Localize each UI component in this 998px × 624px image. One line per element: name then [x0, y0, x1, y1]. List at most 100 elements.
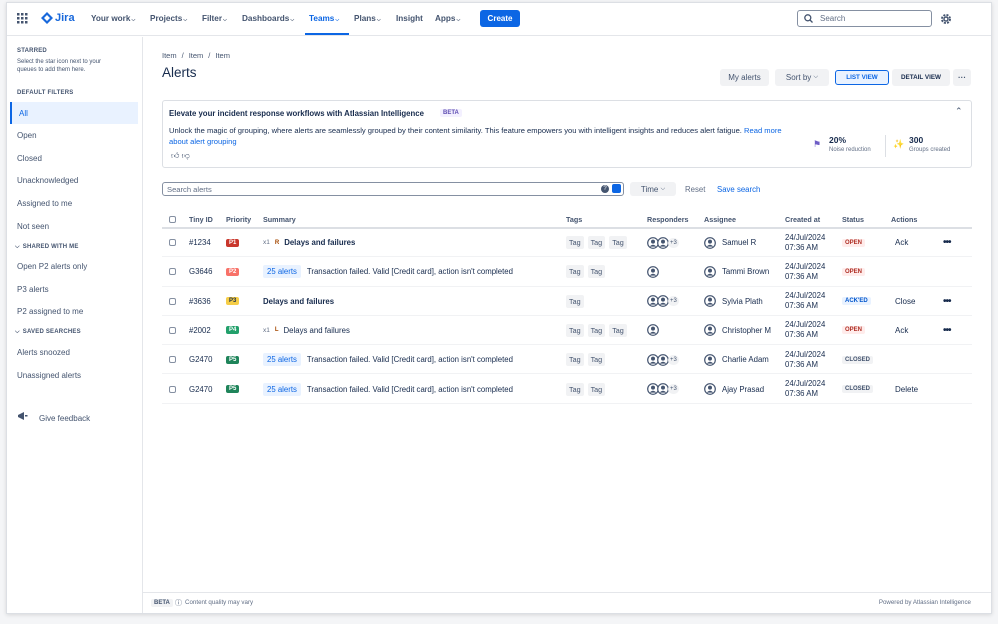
search-alerts-input[interactable]: Search alerts	[162, 182, 624, 196]
footer: BETA ⓘ Content quality may vary Powered …	[143, 592, 991, 613]
row-checkbox[interactable]	[169, 326, 176, 334]
give-feedback[interactable]: Give feedback	[39, 414, 91, 423]
filter-icon[interactable]	[612, 184, 621, 193]
sidebar-item[interactable]: P2 assigned to me	[17, 307, 84, 317]
nav-item[interactable]: Your work⌵	[91, 14, 136, 23]
assignee: Ajay Prasad	[722, 384, 765, 394]
banner-title: Elevate your incident response workflows…	[169, 109, 424, 118]
avatar-icon	[704, 236, 716, 249]
my-alerts-button[interactable]: My alerts	[720, 69, 769, 86]
more-button[interactable]: ···	[953, 69, 971, 86]
sidebar-item[interactable]: Open P2 alerts only	[17, 262, 88, 272]
stat-icon: ⚑	[813, 139, 822, 149]
stat-label: Noise reduction	[829, 147, 871, 153]
save-search-button[interactable]: Save search	[717, 185, 761, 194]
id-cell: G2470	[189, 375, 212, 404]
action-button[interactable]: Ack	[895, 325, 909, 335]
row-menu[interactable]: •••	[943, 324, 951, 336]
avatar-icon	[647, 265, 659, 278]
breadcrumb[interactable]: Item	[215, 51, 230, 60]
sidebar-item[interactable]: Not seen	[17, 221, 50, 231]
alert-row[interactable]: #1234 P1 x1 R Delays and failures Tag Tag Tag +3…	[162, 228, 972, 258]
alert-row[interactable]: #2002 P4 x1 L Delays and failures Tag Tag Tag Ch…	[162, 316, 972, 346]
more-responders: +3	[668, 354, 679, 365]
action-button[interactable]: Ack	[895, 238, 909, 247]
stat-value: 300	[909, 135, 924, 145]
sidebar-item[interactable]: Alerts snoozed	[17, 347, 70, 357]
row-menu[interactable]: •••	[943, 295, 951, 307]
product-name[interactable]: Jira	[55, 12, 75, 24]
avatar	[704, 265, 716, 278]
create-button[interactable]: Create	[480, 10, 520, 27]
time-filter[interactable]: Time ⌵	[630, 182, 676, 196]
group-pill[interactable]: 25 alerts	[263, 353, 301, 367]
tiny-id: #1234	[189, 238, 211, 247]
nav-item[interactable]: Filter⌵	[202, 14, 227, 23]
alert-row[interactable]: G2470 P5 25 alerts Transaction failed. Vali…	[162, 345, 972, 375]
more-responders: +3	[668, 296, 679, 307]
sidebar-item[interactable]: P3 alerts	[17, 284, 49, 294]
avatar	[704, 295, 716, 307]
collapse-chevron[interactable]: ⌃	[955, 106, 963, 116]
row-checkbox[interactable]	[169, 297, 176, 305]
action-button[interactable]: Delete	[895, 384, 919, 394]
alert-row[interactable]: G2470 P5 25 alerts Transaction failed. Vali…	[162, 375, 972, 404]
group-pill[interactable]: 25 alerts	[263, 265, 301, 279]
breadcrumb[interactable]: Item	[188, 51, 204, 60]
sidebar-item[interactable]: All	[10, 102, 138, 124]
created-time: 07:36 AM	[785, 330, 818, 340]
summary: Transaction failed. Valid [Credit card],…	[306, 384, 513, 394]
breadcrumb[interactable]: Item	[162, 51, 177, 60]
feedback-thumbs[interactable]: 👍︎ 👎︎	[171, 151, 190, 160]
sidebar-item[interactable]: Assigned to me	[17, 198, 73, 208]
app-switcher[interactable]	[17, 13, 28, 24]
sidebar-item[interactable]: Closed	[17, 153, 42, 163]
nav-item[interactable]: Projects⌵	[150, 14, 188, 23]
avatar-icon	[657, 383, 669, 395]
list-view-button[interactable]: LIST VIEW	[835, 70, 889, 85]
more-responders: +3	[668, 384, 679, 394]
nav-item[interactable]: Dashboards⌵	[242, 14, 295, 23]
settings-icon[interactable]	[940, 13, 952, 25]
created-cell: 24/Jul/2024 07:36 AM	[785, 287, 825, 316]
created-time: 07:36 AM	[785, 359, 818, 369]
avatar	[647, 295, 659, 307]
alert-row[interactable]: G3646 P2 25 alerts Transaction failed. Vali…	[162, 257, 972, 287]
row-menu[interactable]: •••	[943, 237, 951, 248]
column-header: Created at	[785, 215, 821, 224]
assignee: Tammi Brown	[722, 267, 770, 277]
select-all[interactable]	[169, 216, 176, 223]
nav-item[interactable]: Teams⌵	[309, 14, 340, 23]
row-checkbox[interactable]	[169, 385, 176, 393]
banner-link[interactable]: Read more about alert grouping	[169, 126, 782, 146]
row-checkbox[interactable]	[169, 268, 176, 276]
id-cell: #2002	[189, 316, 211, 345]
avatar	[657, 295, 669, 307]
tag: Tag	[609, 236, 627, 249]
action-button[interactable]: Close	[895, 296, 916, 306]
info-icon: ⓘ	[175, 600, 182, 607]
created-date: 24/Jul/2024	[785, 261, 826, 271]
row-checkbox[interactable]	[169, 356, 176, 364]
search-input[interactable]: Search	[797, 10, 932, 27]
nav-item[interactable]: Plans⌵	[354, 14, 381, 23]
footer-badge: BETA	[151, 599, 173, 607]
action-cell: Close	[895, 287, 915, 316]
avatar	[704, 353, 716, 366]
reset-button[interactable]: Reset	[685, 185, 706, 194]
nav-item[interactable]: Apps⌵	[435, 14, 461, 23]
nav-item[interactable]: Insight	[396, 14, 423, 23]
column-header: Actions	[891, 215, 918, 224]
detail-view-button[interactable]: DETAIL VIEW	[892, 69, 950, 86]
avatar-icon	[647, 295, 659, 307]
status-cell: ACK'ED	[842, 287, 871, 316]
alert-row[interactable]: #3636 P3 Delays and failures Tag +3 Sylvia Pl…	[162, 287, 972, 316]
row-checkbox[interactable]	[169, 239, 176, 246]
sidebar-item[interactable]: Unacknowledged	[17, 176, 79, 186]
created-cell: 24/Jul/2024 07:36 AM	[785, 316, 825, 345]
sort-button[interactable]: Sort by ⌵	[775, 69, 829, 86]
group-pill[interactable]: 25 alerts	[263, 382, 301, 396]
sidebar-item[interactable]: Unassigned alerts	[17, 370, 82, 380]
sidebar-item[interactable]: Open	[17, 131, 37, 141]
